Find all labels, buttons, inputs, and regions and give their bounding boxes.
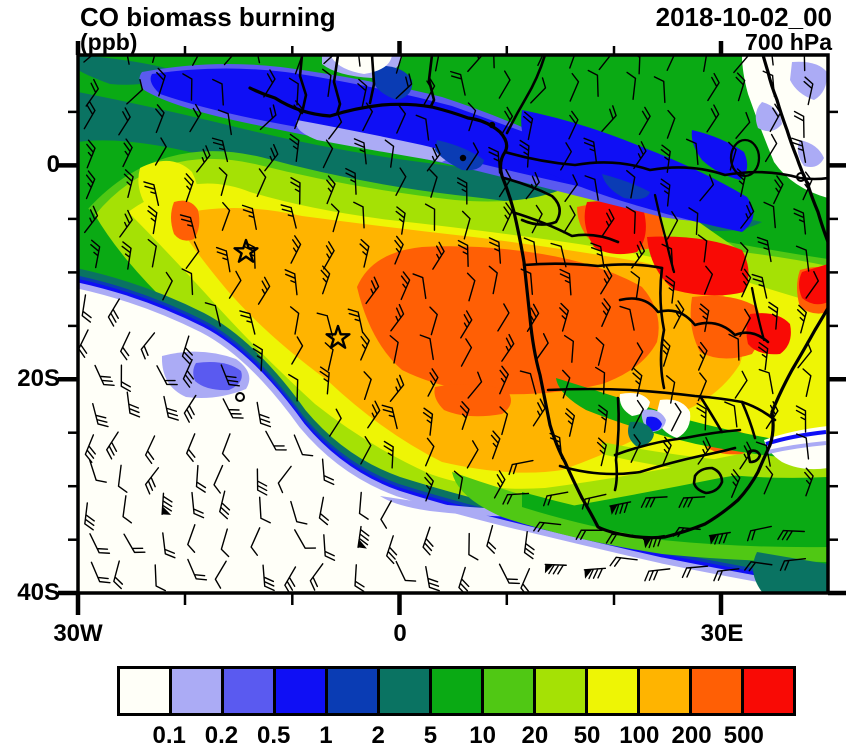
colorbar-cell [692, 669, 741, 713]
colorbar-cell [588, 669, 637, 713]
island-dot [488, 121, 496, 129]
colorbar-level-label: 1 [319, 722, 333, 749]
colorbar-level-label: 200 [671, 722, 712, 749]
plot-title: CO biomass burning [80, 2, 336, 32]
y-tick-label-20s: 20S [17, 365, 60, 392]
x-tick-label-30w: 30W [53, 620, 103, 647]
y-tick-label-0: 0 [46, 151, 60, 178]
map-markers [233, 121, 806, 402]
africa-coastline [248, 86, 828, 540]
colorbar-cell [536, 669, 585, 713]
colorbar-level-label: 0.1 [152, 722, 186, 749]
colorbar-level-label: 2 [371, 722, 385, 749]
plot-datetime: 2018-10-02_00 [655, 2, 832, 32]
plot-frame [58, 41, 846, 615]
colorbar-cell [380, 669, 429, 713]
colorbar-level-label: 100 [619, 722, 660, 749]
colorbar-cell [120, 669, 169, 713]
wind-barbs [78, 55, 819, 593]
colorbar [117, 666, 796, 716]
star-marker [233, 238, 259, 263]
colorbar-cell [744, 669, 793, 713]
colorbar-cell [172, 669, 221, 713]
colorbar-level-label: 10 [469, 722, 496, 749]
colorbar-cell [328, 669, 377, 713]
colorbar-cell [484, 669, 533, 713]
colorbar-level-label: 0.5 [257, 722, 291, 749]
x-tick-label-30e: 30E [700, 620, 744, 647]
colorbar-level-label: 500 [723, 722, 764, 749]
colorbar-level-label: 5 [423, 722, 438, 749]
units-label: (ppb) [80, 29, 138, 55]
island-dot [459, 154, 467, 162]
colorbar-level-label: 0.2 [204, 722, 239, 749]
star-marker [325, 324, 351, 349]
y-tick-label-40s: 40S [17, 579, 60, 606]
x-tick-label-0: 0 [393, 620, 407, 647]
level-label: 700 hPa [745, 29, 832, 55]
colorbar-cell [224, 669, 273, 713]
contour-field [78, 55, 828, 593]
colorbar-level-label: 20 [521, 722, 549, 749]
axis-ticks [58, 41, 846, 615]
circle-marker [235, 392, 245, 402]
colorbar-level-label: 50 [573, 722, 601, 749]
colorbar-cell [432, 669, 481, 713]
circle-marker [796, 172, 806, 182]
colorbar-cell [276, 669, 325, 713]
colorbar-cell [640, 669, 689, 713]
